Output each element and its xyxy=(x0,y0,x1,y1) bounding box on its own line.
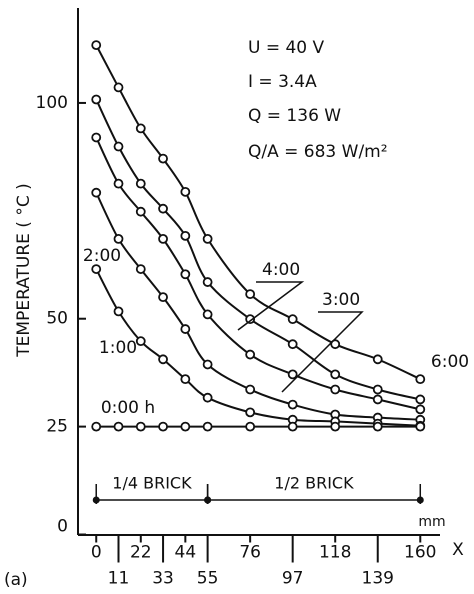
data-point xyxy=(158,354,168,365)
x-tick-label: 0 xyxy=(91,543,102,563)
data-point xyxy=(91,187,102,198)
x-tick-label: 118 xyxy=(319,543,351,563)
x-axis-unit: mm xyxy=(418,514,445,530)
segment-label: 1/4 BRICK xyxy=(112,474,192,493)
data-point xyxy=(180,186,191,197)
data-point xyxy=(135,264,146,274)
y-axis-label: TEMPERATURE ( °C ) xyxy=(14,183,34,357)
data-point xyxy=(135,123,146,134)
data-point xyxy=(91,94,102,105)
segment-label: 1/2 BRICK xyxy=(274,474,354,493)
data-point xyxy=(245,314,256,325)
x-tick-label: 44 xyxy=(175,543,197,563)
data-point xyxy=(330,369,341,380)
x-tick-label: 160 xyxy=(404,543,436,563)
data-point xyxy=(113,82,124,93)
x-tick-label: 97 xyxy=(282,569,304,589)
data-point xyxy=(158,421,168,432)
data-point xyxy=(202,277,213,287)
data-point xyxy=(245,349,256,360)
data-point xyxy=(245,289,256,300)
data-point xyxy=(287,399,298,410)
data-point xyxy=(158,153,168,164)
series-label: 4:00 xyxy=(262,260,300,280)
data-point xyxy=(180,230,191,241)
annotation: Q = 136 W xyxy=(248,106,341,126)
data-point xyxy=(135,421,146,432)
data-point xyxy=(287,314,298,325)
data-point xyxy=(202,359,213,370)
data-point xyxy=(158,292,168,303)
data-point xyxy=(180,269,191,280)
y-tick-label: 50 xyxy=(46,309,68,329)
data-point xyxy=(202,233,213,244)
data-point xyxy=(372,421,383,432)
x-tick-label: 55 xyxy=(197,569,219,589)
data-point xyxy=(158,233,168,244)
segment-dot xyxy=(416,496,424,504)
data-point xyxy=(158,203,168,214)
x-axis-label: X xyxy=(452,540,464,560)
data-point xyxy=(202,392,213,403)
data-point xyxy=(135,178,146,189)
segment-dot xyxy=(204,496,212,504)
data-point xyxy=(180,374,191,385)
data-point xyxy=(202,421,213,432)
data-point xyxy=(135,206,146,217)
annotation: U = 40 V xyxy=(248,38,325,58)
data-point xyxy=(113,141,124,152)
series-label: 0:00 h xyxy=(101,398,155,418)
annotation: Q/A = 683 W/m² xyxy=(248,142,388,162)
data-point xyxy=(330,384,341,395)
data-point xyxy=(113,306,124,317)
y-tick-label: 0 xyxy=(57,517,68,537)
label-leader xyxy=(237,281,305,331)
y-tick-label: 100 xyxy=(36,93,68,113)
data-point xyxy=(202,309,213,320)
x-tick-label: 139 xyxy=(362,569,394,589)
data-point xyxy=(415,404,426,415)
data-point xyxy=(287,339,298,350)
data-point xyxy=(91,40,102,51)
data-point xyxy=(245,407,256,418)
data-point xyxy=(415,394,426,405)
x-tick-label: 22 xyxy=(130,543,152,563)
data-point xyxy=(180,324,191,334)
segment-dot xyxy=(92,496,100,504)
data-point xyxy=(245,384,256,395)
data-point xyxy=(113,178,124,189)
data-point xyxy=(113,421,124,432)
data-point xyxy=(372,384,383,395)
data-point xyxy=(372,394,383,405)
data-point xyxy=(287,421,298,432)
data-point xyxy=(91,264,102,274)
data-point xyxy=(415,421,426,432)
data-point xyxy=(180,421,191,432)
label-leader xyxy=(281,311,364,393)
data-point xyxy=(113,233,124,244)
series-label: 1:00 xyxy=(99,338,137,358)
data-point xyxy=(372,354,383,365)
data-point xyxy=(91,421,102,432)
data-point xyxy=(245,421,256,432)
data-point xyxy=(287,369,298,380)
x-tick-label: 76 xyxy=(239,543,261,563)
series-label: 3:00 xyxy=(322,290,360,310)
annotation: I = 3.4A xyxy=(248,72,317,92)
data-point xyxy=(135,336,146,347)
data-point xyxy=(330,339,341,350)
data-point xyxy=(415,374,426,385)
data-point xyxy=(330,421,341,432)
y-tick-label: 25 xyxy=(46,417,68,437)
series-line xyxy=(95,192,421,421)
x-tick-label: 11 xyxy=(108,569,130,589)
panel-label: (a) xyxy=(4,570,28,590)
series-label: 2:00 xyxy=(83,246,121,266)
data-point xyxy=(91,132,102,143)
series-label: 6:00 xyxy=(431,352,469,372)
x-tick-label: 33 xyxy=(152,569,174,589)
